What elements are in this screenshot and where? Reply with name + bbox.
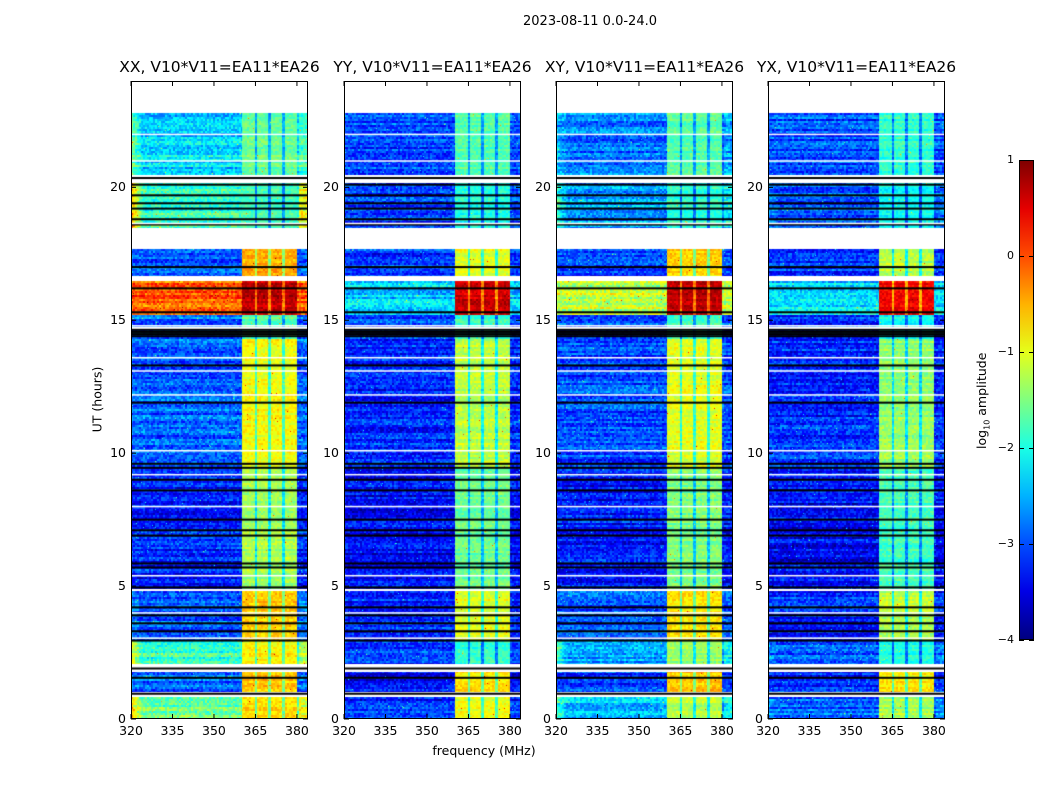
heatmap-image (131, 81, 308, 719)
axes (130, 81, 308, 720)
colorbar-tick-label: −2 (997, 441, 1014, 454)
panel-title: YY, V10*V11=EA11*EA26 (333, 58, 532, 76)
colorbar-tick-mark (1019, 639, 1024, 641)
heatmap-image (556, 81, 733, 719)
panel-title: XY, V10*V11=EA11*EA26 (544, 58, 745, 76)
colorbar-tick-mark (1029, 543, 1034, 545)
y-tick-label: 15 (110, 312, 126, 328)
y-tick-label: 0 (755, 711, 763, 726)
x-tick-label: 335 (160, 723, 185, 738)
x-tick-label: 380 (498, 723, 522, 738)
colorbar-tick-mark (1029, 159, 1034, 161)
figure-title: 2023-08-11 0.0-24.0 (523, 14, 657, 29)
y-tick-label: 10 (747, 445, 763, 461)
x-tick-label: 335 (797, 723, 822, 738)
axes-frame (344, 81, 521, 719)
x-tick-label: 335 (585, 723, 610, 738)
panel-title: XX, V10*V11=EA11*EA26 (119, 58, 320, 76)
y-tick-label: 15 (747, 312, 763, 328)
colorbar-tick-mark (1029, 639, 1034, 641)
colorbar-tick-mark (1019, 159, 1024, 161)
colorbar-tick-mark (1019, 351, 1024, 353)
panel-title: YX, V10*V11=EA11*EA26 (756, 58, 957, 76)
colorbar-tick-label: −4 (997, 633, 1014, 646)
x-tick-label: 350 (839, 723, 863, 738)
x-tick-label: 380 (285, 723, 309, 738)
x-tick-label: 380 (710, 723, 734, 738)
y-tick-label: 5 (331, 578, 339, 594)
x-tick-label: 320 (119, 723, 143, 738)
y-tick-label: 20 (323, 179, 339, 195)
y-tick-label: 10 (323, 445, 339, 461)
colorbar-tick-label: −1 (997, 345, 1014, 358)
axes-frame (556, 81, 733, 719)
x-tick-label: 320 (756, 723, 780, 738)
x-tick-label: 365 (456, 723, 481, 738)
y-tick-label: 15 (323, 312, 339, 328)
colorbar-tick-label: −3 (997, 537, 1014, 550)
y-tick-label: 0 (331, 711, 339, 726)
axes-frame (768, 81, 945, 719)
colorbar-tick-mark (1029, 351, 1034, 353)
x-tick-label: 350 (202, 723, 226, 738)
x-tick-label: 365 (880, 723, 905, 738)
y-axis-label: UT (hours) (89, 366, 105, 433)
colorbar-tick-mark (1019, 543, 1024, 545)
y-tick-label: 20 (747, 179, 763, 195)
colorbar-tick-label: 1 (1007, 153, 1014, 166)
heatmap-image (768, 81, 945, 719)
y-tick-label: 5 (118, 578, 126, 594)
axes (767, 81, 945, 720)
y-tick-label: 5 (755, 578, 763, 594)
panel-xy: XY, V10*V11=EA11*EA26 320 335 350 365 380 0 5 10… (535, 58, 744, 738)
axes (343, 81, 521, 720)
colorbar-tick-mark (1029, 255, 1034, 257)
y-tick-label: 10 (110, 445, 126, 461)
colorbar-label-sub: 10 (982, 419, 992, 430)
colorbar-label-rest: amplitude (973, 352, 989, 420)
y-tick-label: 0 (118, 711, 126, 726)
x-tick-label: 320 (332, 723, 356, 738)
x-tick-label: 350 (627, 723, 651, 738)
x-tick-label: 380 (922, 723, 946, 738)
x-axis-label: frequency (MHz) (432, 743, 536, 758)
axes-frame (131, 81, 308, 719)
x-tick-label: 335 (373, 723, 398, 738)
y-tick-label: 0 (543, 711, 551, 726)
x-tick-label: 365 (243, 723, 268, 738)
colorbar-tick-mark (1029, 447, 1034, 449)
y-tick-label: 10 (535, 445, 551, 461)
x-tick-label: 350 (415, 723, 439, 738)
y-tick-label: 5 (543, 578, 551, 594)
colorbar-tick-mark (1019, 447, 1024, 449)
panel-xx: XX, V10*V11=EA11*EA26 320 335 350 365 380 0 5 10… (110, 58, 320, 738)
heatmap-image (344, 81, 521, 719)
panel-yx: YX, V10*V11=EA11*EA26 320 335 350 365 380 0 5 10… (747, 58, 956, 738)
colorbar-tick-label: 0 (1007, 249, 1014, 262)
x-tick-label: 320 (544, 723, 568, 738)
colorbar-tick-mark (1019, 255, 1024, 257)
y-tick-label: 20 (110, 179, 126, 195)
y-tick-label: 20 (535, 179, 551, 195)
colorbar (1019, 160, 1034, 640)
y-tick-label: 15 (535, 312, 551, 328)
x-tick-label: 365 (668, 723, 693, 738)
panel-yy: YY, V10*V11=EA11*EA26 320 335 350 365 380 0 5 10… (323, 58, 531, 738)
axes (555, 81, 733, 720)
